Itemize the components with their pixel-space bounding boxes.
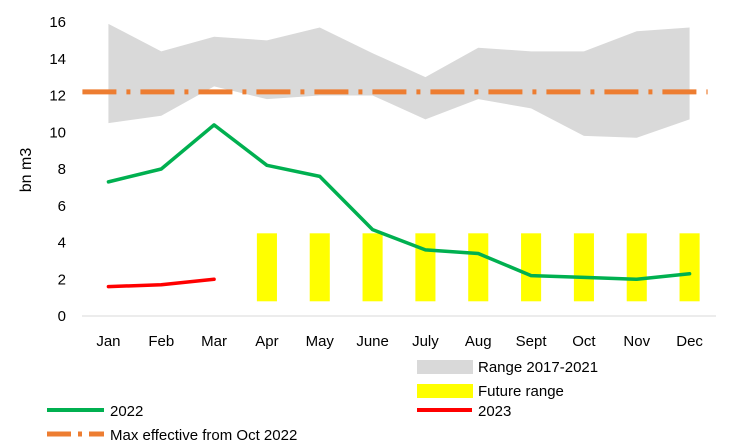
x-tick-label: Feb	[148, 333, 174, 350]
legend-swatch-range	[417, 360, 473, 374]
y-tick-label: 4	[58, 235, 66, 252]
x-tick-label: Oct	[572, 333, 596, 350]
legend-item-range: Range 2017-2021	[417, 359, 598, 376]
legend-label-max-effective: Max effective from Oct 2022	[110, 427, 297, 444]
future-range-bar-july	[415, 233, 436, 302]
future-range-bar-nov	[626, 233, 647, 302]
y-tick-label: 2	[58, 271, 66, 288]
future-range-bar-may	[309, 233, 330, 302]
range-area	[108, 23, 690, 138]
x-tick-label: Nov	[623, 333, 650, 350]
legend-label-range: Range 2017-2021	[478, 359, 598, 376]
future-range-bar-june	[362, 233, 383, 302]
x-tick-label: July	[412, 333, 439, 350]
series-line-2023	[106, 277, 216, 289]
y-tick-label: 6	[58, 198, 66, 215]
future-range-bar-apr	[256, 233, 277, 302]
y-tick-label: 12	[49, 88, 66, 105]
x-tick-label: Sept	[516, 333, 548, 350]
x-tick-label: Aug	[465, 333, 492, 350]
x-tick-label: Dec	[676, 333, 703, 350]
x-tick-label: Apr	[255, 333, 278, 350]
legend: Range 2017-2021 Future range 2022 2023 M…	[47, 359, 598, 444]
legend-item-2023: 2023	[417, 403, 511, 420]
legend-label-future-range: Future range	[478, 383, 564, 400]
series-line-2022	[106, 123, 692, 281]
y-tick-label: 0	[58, 308, 66, 325]
legend-item-future-range: Future range	[417, 383, 564, 400]
x-tick-label: Mar	[201, 333, 227, 350]
y-tick-label: 8	[58, 161, 66, 178]
legend-label-2022: 2022	[110, 403, 143, 420]
y-tick-label: 10	[49, 124, 66, 141]
y-tick-label: 14	[49, 51, 66, 68]
legend-item-max-effective: Max effective from Oct 2022	[47, 427, 297, 444]
y-axis-title: bn m3	[18, 148, 35, 193]
future-range-bar-sept	[521, 233, 542, 302]
legend-label-2023: 2023	[478, 403, 511, 420]
future-range-bar-dec	[679, 233, 700, 302]
x-tick-label: June	[356, 333, 389, 350]
x-tick-label: May	[306, 333, 335, 350]
x-tick-label: Jan	[96, 333, 120, 350]
future-range-bar-aug	[468, 233, 489, 302]
y-tick-label: 16	[49, 14, 66, 31]
future-range-bar-oct	[573, 233, 594, 302]
legend-swatch-future-range	[417, 384, 473, 398]
legend-item-2022: 2022	[47, 403, 143, 420]
